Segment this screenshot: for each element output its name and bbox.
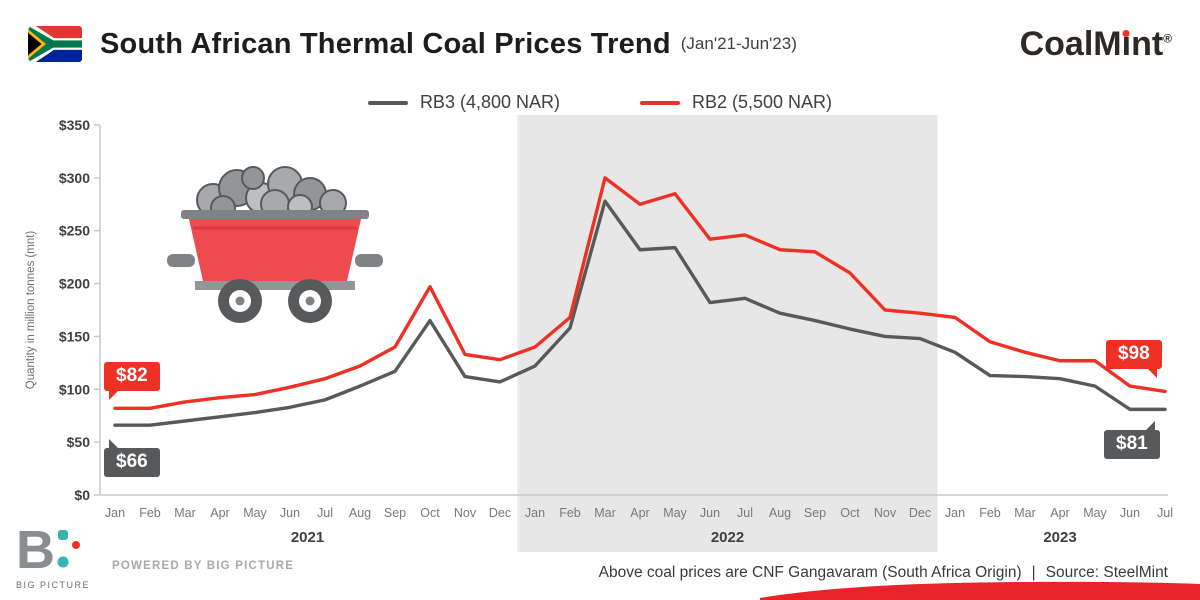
svg-text:May: May <box>663 506 687 520</box>
svg-text:Feb: Feb <box>559 506 581 520</box>
registered-mark: ® <box>1163 31 1172 46</box>
rb2-line-swatch <box>640 100 680 105</box>
svg-text:Nov: Nov <box>874 506 897 520</box>
logo-letter-b: B <box>16 520 55 580</box>
svg-text:Jul: Jul <box>1157 506 1173 520</box>
svg-text:May: May <box>243 506 267 520</box>
svg-text:Sep: Sep <box>384 506 406 520</box>
svg-text:2021: 2021 <box>291 529 324 546</box>
svg-text:Jan: Jan <box>525 506 545 520</box>
svg-text:Oct: Oct <box>420 506 440 520</box>
svg-text:$200: $200 <box>59 276 90 292</box>
big-picture-logo: B BIG PICTURE <box>16 520 90 590</box>
rb3-line-swatch <box>367 100 408 105</box>
south-africa-flag-icon <box>28 26 82 62</box>
price-basis-note: Above coal prices are CNF Gangavaram (So… <box>598 564 1022 581</box>
svg-text:$250: $250 <box>59 223 90 239</box>
red-swoosh-decoration <box>760 581 1200 600</box>
rb3-end-price-tag: $81 <box>1104 421 1160 459</box>
svg-text:Jan: Jan <box>105 506 125 520</box>
svg-text:$50: $50 <box>67 434 91 450</box>
svg-text:Mar: Mar <box>594 506 616 520</box>
powered-by-text: POWERED BY BIG PICTURE <box>112 560 295 572</box>
svg-text:$350: $350 <box>59 117 90 133</box>
svg-text:Aug: Aug <box>349 506 371 520</box>
svg-text:Jun: Jun <box>1120 506 1140 520</box>
svg-text:2023: 2023 <box>1043 529 1076 546</box>
svg-text:Jul: Jul <box>317 506 333 520</box>
brand-text-post: nt <box>1131 24 1164 63</box>
svg-text:Feb: Feb <box>139 506 161 520</box>
coalmint-logo: CoalMınt® <box>1020 25 1172 64</box>
source-text: Source: SteelMint <box>1045 564 1168 581</box>
svg-text:$100: $100 <box>59 381 90 397</box>
svg-text:Jan: Jan <box>945 506 965 520</box>
price-chart: $0 $50 $100 $150 $200 $250 $300 $350 Jan Feb Mar Ap… <box>25 115 1173 552</box>
svg-text:Dec: Dec <box>909 506 931 520</box>
svg-text:$300: $300 <box>59 170 90 186</box>
svg-text:Jun: Jun <box>280 506 300 520</box>
chart-legend: RB3 (4,800 NAR) RB2 (5,500 NAR) <box>0 92 1200 113</box>
svg-text:Aug: Aug <box>769 506 791 520</box>
svg-text:Apr: Apr <box>630 506 649 520</box>
svg-text:Oct: Oct <box>840 506 860 520</box>
note-separator: | <box>1031 564 1036 581</box>
page-subtitle: (Jan'21-Jun'23) <box>680 34 797 53</box>
legend-item-rb2: RB2 (5,500 NAR) <box>640 92 832 113</box>
svg-text:Jul: Jul <box>737 506 753 520</box>
coal-cart-illustration <box>167 166 383 323</box>
rb3-start-price-tag: $66 <box>104 439 160 477</box>
svg-text:Mar: Mar <box>1014 506 1036 520</box>
svg-text:May: May <box>1083 506 1107 520</box>
svg-text:Quantity in million tonnes (mn: Quantity in million tonnes (mnt) <box>25 231 37 390</box>
page-title: South African Thermal Coal Prices Trend <box>100 27 671 60</box>
svg-text:Apr: Apr <box>210 506 229 520</box>
svg-text:Mar: Mar <box>174 506 196 520</box>
svg-text:2022: 2022 <box>711 529 744 546</box>
rb3-legend-label: RB3 (4,800 NAR) <box>419 92 560 112</box>
svg-text:Feb: Feb <box>979 506 1001 520</box>
legend-item-rb3: RB3 (4,800 NAR) <box>367 92 560 113</box>
header: South African Thermal Coal Prices Trend … <box>0 0 1200 88</box>
svg-text:Nov: Nov <box>454 506 477 520</box>
svg-text:Apr: Apr <box>1050 506 1069 520</box>
svg-text:Sep: Sep <box>804 506 826 520</box>
svg-text:$150: $150 <box>59 328 90 344</box>
rb2-end-price-tag: $98 <box>1106 340 1162 378</box>
footer-note: Above coal prices are CNF Gangavaram (So… <box>599 564 1168 582</box>
svg-text:Dec: Dec <box>489 506 511 520</box>
rb2-legend-label: RB2 (5,500 NAR) <box>692 92 833 112</box>
svg-text:Jun: Jun <box>700 506 720 520</box>
brand-i-red-dot: ı <box>1121 24 1132 63</box>
logo-wordmark: BIG PICTURE <box>16 580 90 590</box>
svg-text:$0: $0 <box>74 487 90 503</box>
rb2-start-price-tag: $82 <box>104 362 160 400</box>
brand-text-pre: CoalM <box>1019 24 1122 63</box>
